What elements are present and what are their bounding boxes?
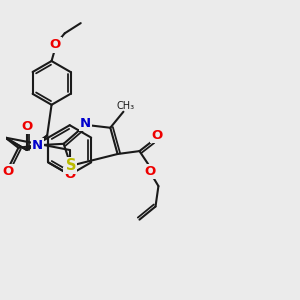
Text: O: O [144, 165, 155, 178]
Text: O: O [3, 165, 14, 178]
Text: O: O [21, 120, 32, 133]
Text: N: N [32, 139, 43, 152]
Text: S: S [66, 158, 76, 173]
Text: N: N [80, 117, 91, 130]
Text: O: O [151, 129, 163, 142]
Text: O: O [64, 168, 75, 181]
Text: CH₃: CH₃ [117, 101, 135, 112]
Text: O: O [50, 38, 61, 52]
